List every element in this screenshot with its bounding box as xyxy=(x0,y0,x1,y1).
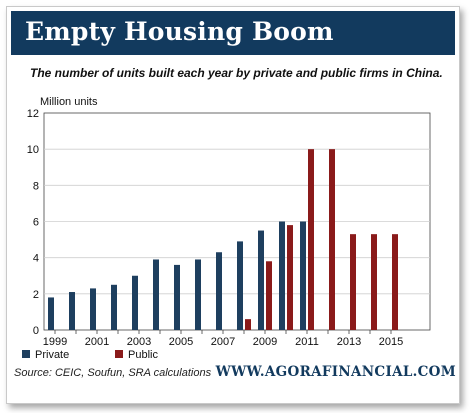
source-note: Source: CEIC, Soufun, SRA calculations xyxy=(14,367,212,379)
bar-public xyxy=(350,234,356,330)
x-tick-label: 2003 xyxy=(127,336,151,348)
bar-public xyxy=(308,149,314,330)
x-tick-label: 1999 xyxy=(43,336,67,348)
bar-public xyxy=(371,234,377,330)
bar-private xyxy=(300,221,306,330)
bar-private xyxy=(174,264,180,330)
bar-private xyxy=(48,297,54,330)
bar-public xyxy=(329,149,335,330)
bar-private xyxy=(216,252,222,330)
bar-private xyxy=(258,230,264,330)
website-credit: WWW.AGORAFINANCIAL.COM xyxy=(215,364,456,380)
legend-swatch-public xyxy=(115,350,123,358)
y-tick-label: 6 xyxy=(33,217,39,229)
y-tick-label: 4 xyxy=(33,253,39,265)
infographic-card: Empty Housing Boom xyxy=(6,6,460,404)
y-axis-label: Million units xyxy=(40,96,98,108)
title-banner: Empty Housing Boom xyxy=(11,11,455,55)
bar-private xyxy=(153,259,159,330)
bar-private xyxy=(195,259,201,330)
bar-private xyxy=(69,292,75,330)
x-tick-label: 2011 xyxy=(295,336,319,348)
bar-private xyxy=(90,288,96,330)
y-tick-label: 0 xyxy=(33,325,39,337)
chart-subtitle: The number of units built each year by p… xyxy=(30,66,443,80)
y-tick-label: 12 xyxy=(27,108,39,120)
y-tick-label: 2 xyxy=(33,289,39,301)
bar-private xyxy=(279,221,285,330)
x-tick-label: 2015 xyxy=(379,336,403,348)
x-tick-label: 2001 xyxy=(85,336,109,348)
x-tick-label: 2013 xyxy=(337,336,361,348)
y-tick-label: 8 xyxy=(33,180,39,192)
x-tick-label: 2007 xyxy=(211,336,235,348)
chart-title: Empty Housing Boom xyxy=(25,17,334,46)
bar-public xyxy=(287,225,293,330)
legend-swatch-private xyxy=(22,350,30,358)
bar-private xyxy=(111,284,117,330)
legend-label-public: Public xyxy=(128,349,158,361)
bar-private xyxy=(237,241,243,330)
bar-private xyxy=(132,275,138,330)
bar-public xyxy=(266,261,272,330)
bar-public xyxy=(245,319,251,330)
x-tick-label: 2005 xyxy=(169,336,193,348)
y-tick-label: 10 xyxy=(27,144,39,156)
bar-public xyxy=(392,234,398,330)
legend-label-private: Private xyxy=(35,349,69,361)
x-tick-label: 2009 xyxy=(253,336,277,348)
